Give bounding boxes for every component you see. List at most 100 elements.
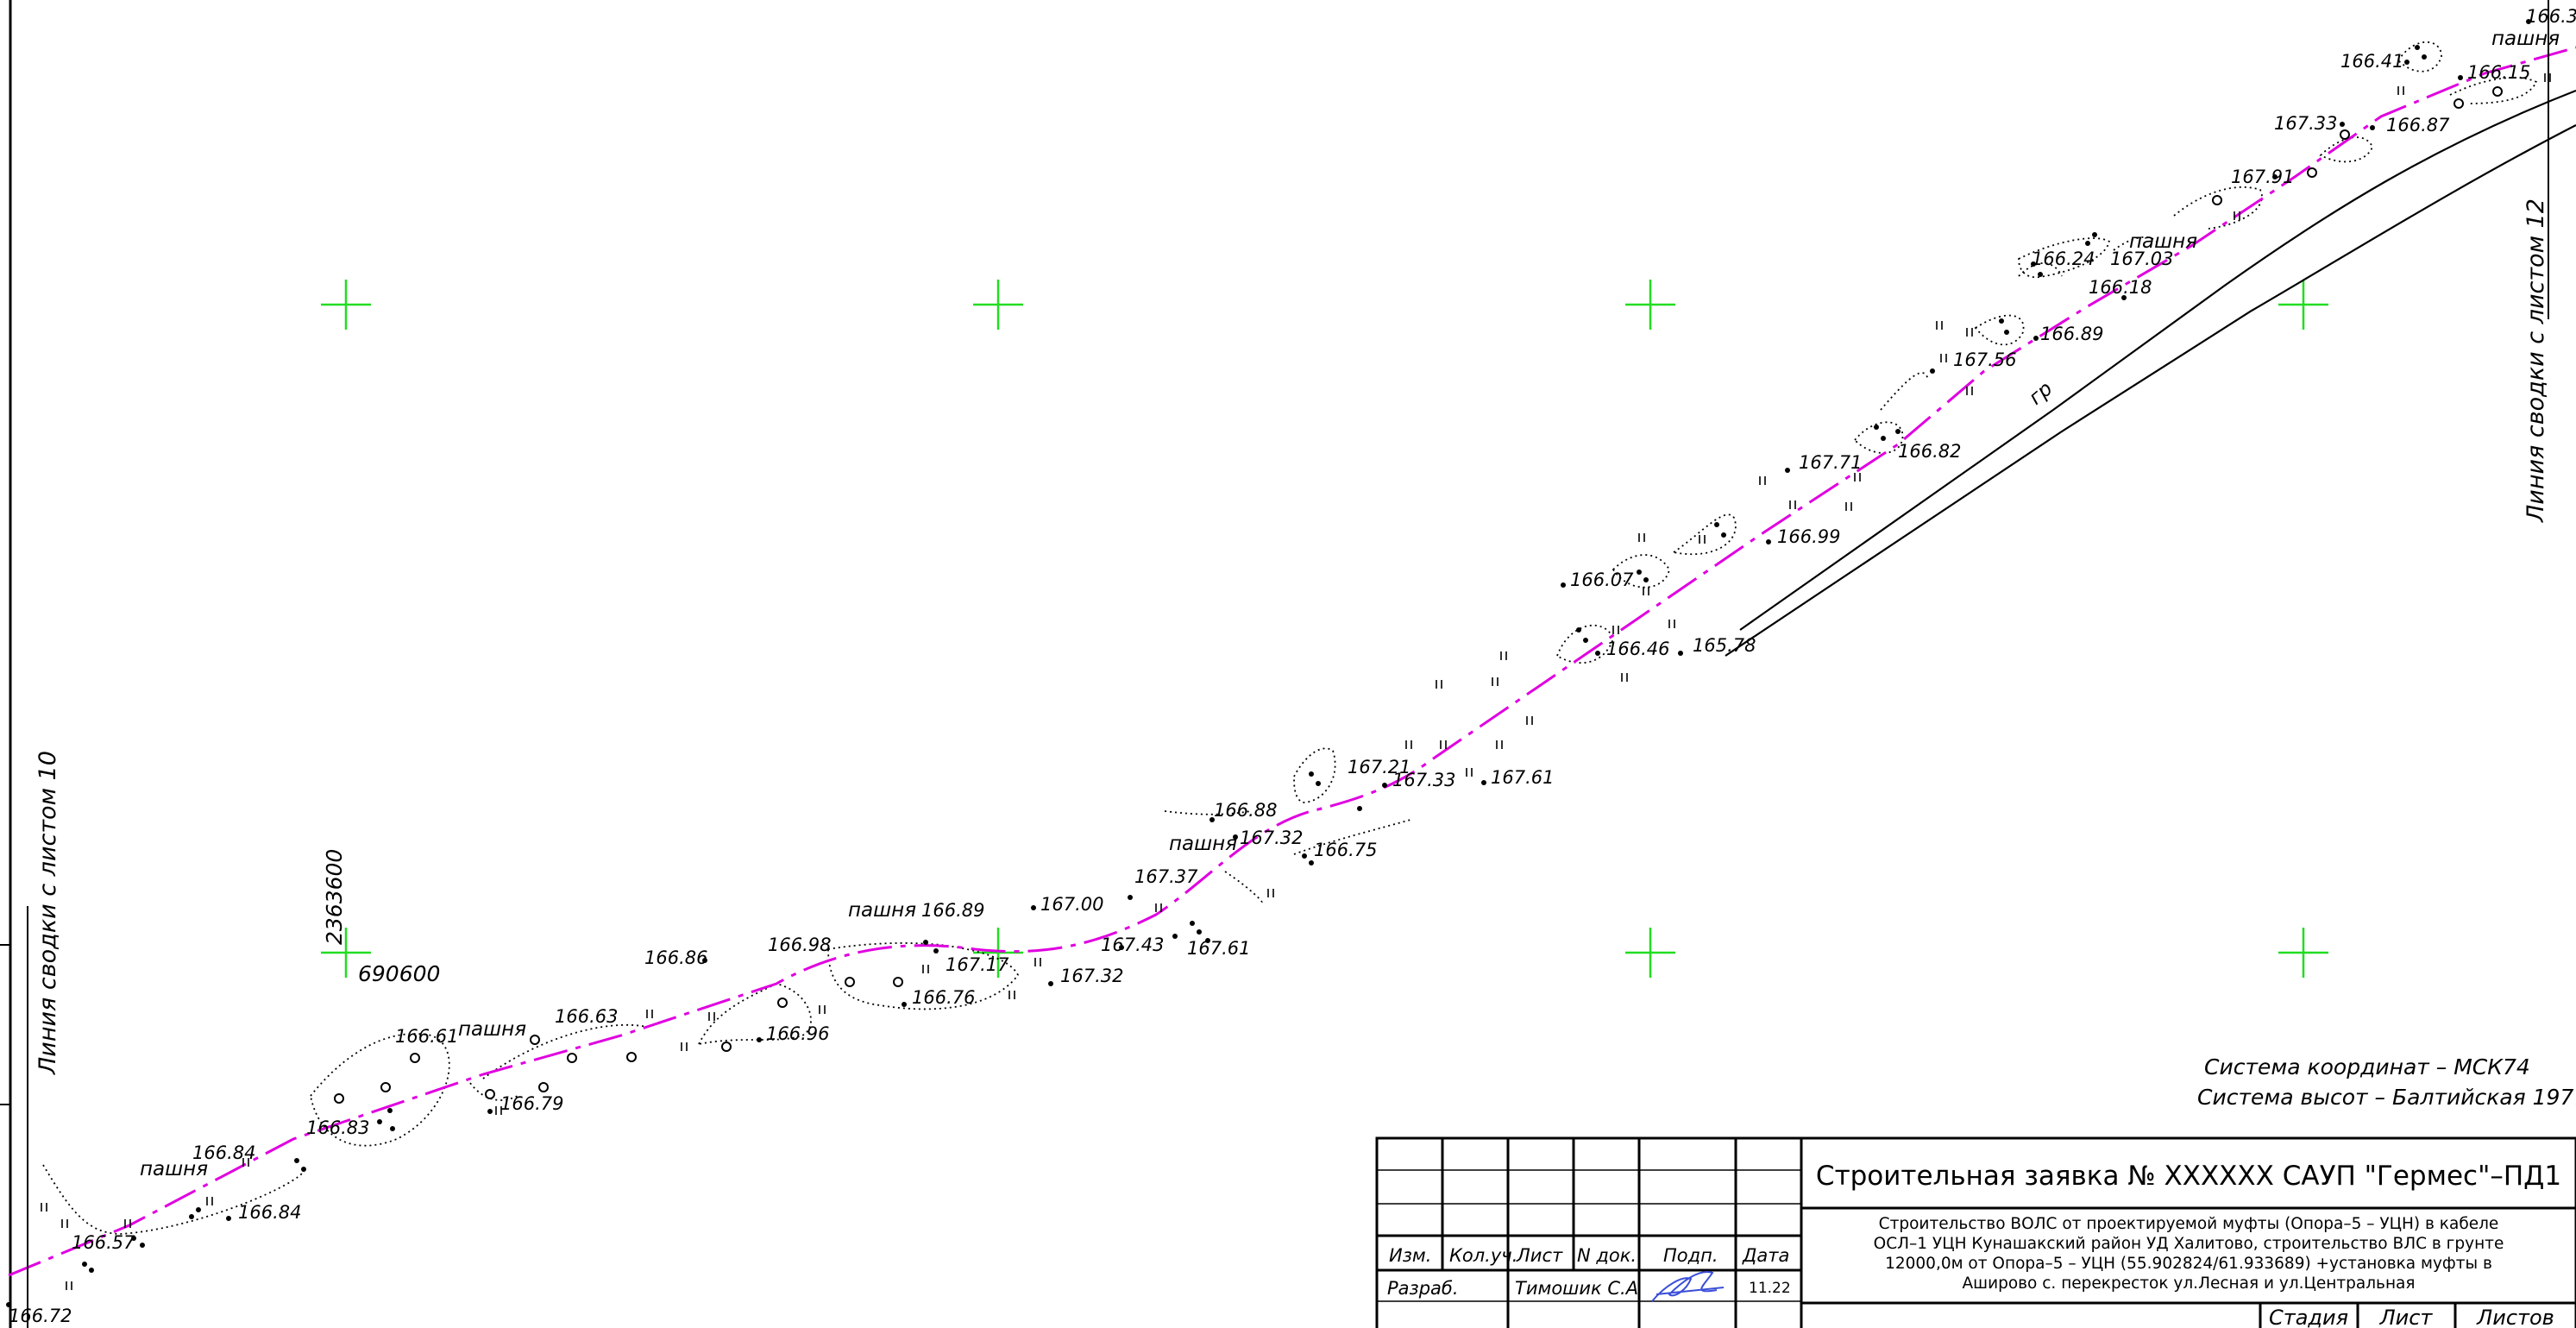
elevation-label: 167.43: [1101, 935, 1164, 955]
elevation-label: 166.99: [1777, 526, 1840, 547]
elevation-label: 167.33: [2274, 113, 2337, 134]
grid-cross: [2278, 928, 2328, 978]
elevation-label: 167.17: [946, 954, 1009, 975]
grid-x-label: 2363600: [322, 849, 347, 945]
stage-headers: Стадия Лист Листов: [2269, 1306, 2554, 1328]
header-podp: Подп.: [1663, 1245, 1718, 1266]
title-block-headers: Изм. Кол.уч. Лист N док. Подп. Дата Разр…: [1387, 1245, 1791, 1299]
sheets-total-header: Листов: [2476, 1306, 2554, 1328]
contour: [1880, 372, 1929, 411]
contour: [469, 1082, 518, 1101]
elevation-label: 167.21: [1348, 757, 1411, 777]
header-list: Лист: [1516, 1245, 1563, 1266]
elevation-label: 167.37: [1134, 866, 1198, 887]
contour: [1293, 747, 1336, 803]
contour: [827, 942, 1020, 1010]
description-line: Строительство ВОЛС от проектируемой муфт…: [1879, 1215, 2499, 1233]
sheet-header: Лист: [2379, 1306, 2434, 1328]
contour: [1224, 871, 1263, 903]
field-label: пашня: [140, 1158, 208, 1180]
grid-cross: [1625, 280, 1675, 330]
grid-cross: [1625, 928, 1675, 978]
elevation-label: 166.24: [2032, 249, 2095, 269]
grid-cross: [321, 280, 371, 330]
elevation-label: 166.76: [912, 987, 975, 1008]
contours: [42, 41, 2538, 1235]
elevation-label: 166.18: [2089, 277, 2152, 298]
contour: [1164, 810, 1252, 815]
description-line: Аширово с. перекресток ул.Лесная и ул.Це…: [1962, 1275, 2415, 1293]
contour: [1612, 554, 1670, 588]
date-value: 11.22: [1749, 1280, 1791, 1297]
road-lines: [1725, 89, 2576, 657]
elevation-label: 166.88: [1214, 800, 1277, 821]
elevation-label: 166.07: [1570, 570, 1634, 590]
contour: [1293, 819, 1411, 855]
elevation-label: 166.82: [1898, 441, 1961, 462]
join-label-left: Линия сводки с листом 10: [35, 751, 61, 1075]
contour: [2018, 262, 2063, 277]
elevation-label: 166.96: [766, 1023, 829, 1044]
contour: [1555, 624, 1614, 664]
field-label: пашня: [1169, 833, 1237, 855]
elevation-label: 167.61: [1187, 938, 1250, 959]
elevation-label: 166.89: [921, 900, 984, 921]
elevation-label: 166.87: [2386, 115, 2450, 135]
elevation-label: 166.33: [2526, 6, 2576, 27]
role-label: Разраб.: [1387, 1278, 1459, 1299]
field-label: пашня: [848, 899, 916, 922]
elevation-label: 166.84: [238, 1202, 301, 1223]
height-system-note: Система высот – Балтийская 1977г.: [2197, 1085, 2576, 1110]
contour: [2113, 236, 2158, 251]
header-data: Дата: [1742, 1245, 1789, 1266]
elevation-label: 166.41: [2340, 51, 2403, 72]
elevation-points: [6, 19, 2531, 1307]
elevation-label: 166.75: [1314, 840, 1377, 860]
elevation-label: 166.57: [72, 1232, 135, 1253]
elevation-label: 167.91: [2231, 167, 2294, 187]
elevation-label: 166.72: [9, 1306, 72, 1326]
elevation-label: 167.32: [1060, 966, 1123, 986]
project-description: Строительство ВОЛС от проектируемой муфт…: [1874, 1215, 2504, 1293]
contour: [310, 1033, 450, 1147]
header-izm: Изм.: [1389, 1245, 1431, 1266]
description-line: 12000,0м от Опора–5 – УЦН (55.902824/61.…: [1885, 1255, 2492, 1273]
elevation-label: 166.83: [306, 1117, 369, 1138]
coord-system-note: Система координат – МСК74: [2204, 1054, 2530, 1079]
elevation-label: 167.03: [2110, 249, 2173, 269]
description-line: ОСЛ–1 УЦН Кунашакский район УД Халитово,…: [1874, 1235, 2504, 1253]
elevation-label: 166.63: [555, 1006, 618, 1027]
field-markers: [41, 73, 2551, 1290]
elevation-label: 167.33: [1392, 770, 1455, 790]
tree-symbols: [334, 86, 2503, 1104]
signature: [1651, 1271, 1725, 1302]
field-label: пашня: [458, 1018, 526, 1041]
elevation-label: 167.71: [1799, 452, 1862, 473]
field-label: пашня: [2129, 230, 2197, 253]
header-kol-uch: Кол.уч.: [1449, 1245, 1517, 1266]
road-edge: [1725, 124, 2576, 657]
elevation-label: 166.98: [768, 935, 831, 955]
elevation-labels: 166.33 166.41 166.15 167.33 166.87 167.9…: [9, 6, 2576, 1326]
grid-crosses: [321, 280, 2328, 978]
elevation-label: 167.61: [1491, 767, 1554, 788]
contour: [2449, 77, 2538, 104]
field-label: пашня: [2491, 28, 2560, 50]
boundary-label: гр: [2025, 378, 2057, 410]
document-title: Строительная заявка № XXXXXX САУП "Герме…: [1816, 1161, 2561, 1192]
contour: [42, 1164, 303, 1235]
author-name: Тимошик С.А: [1515, 1278, 1638, 1299]
cable-route: [8, 46, 2576, 1277]
road-edge: [1739, 89, 2576, 631]
contour: [697, 983, 812, 1046]
elevation-label: 166.79: [500, 1093, 563, 1114]
join-label-right: Линия сводки с листом 12: [2523, 198, 2549, 523]
elevation-label: 166.46: [1606, 639, 1669, 659]
grid-y-label: 690600: [358, 961, 440, 986]
grid-cross: [973, 280, 1023, 330]
elevation-label: 166.89: [2040, 324, 2103, 344]
elevation-label: 167.32: [1240, 828, 1303, 848]
elevation-label: 165.78: [1693, 635, 1756, 656]
contour: [2173, 186, 2263, 230]
